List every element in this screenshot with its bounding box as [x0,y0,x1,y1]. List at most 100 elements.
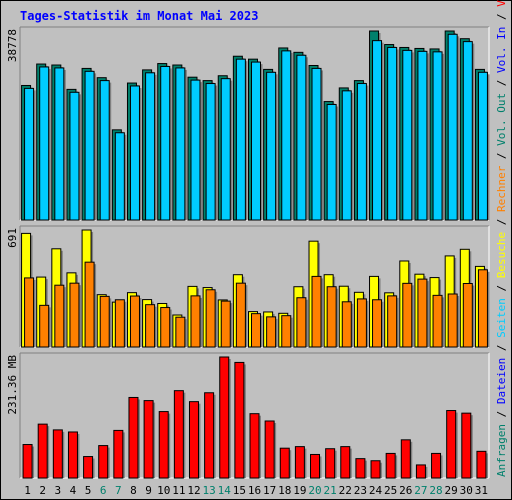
bar-volumen-day-8 [128,396,139,479]
legend-entry-6: Besuche [495,232,508,278]
bar-dateien-day-4 [69,91,80,221]
x-tick-label-day-8: 8 [130,484,137,497]
legend-entry-0: Anfragen [495,424,508,477]
panel-requests: 38778 [6,26,490,221]
bar-volumen-day-12 [188,401,199,479]
bar-volumen-day-30 [461,412,472,479]
x-tick-label-day-11: 11 [172,484,185,497]
bar-rechner-day-18 [281,315,292,348]
bar-rechner-day-25 [387,295,398,348]
bar-volumen-day-20 [310,453,321,479]
bar-volumen-day-23 [355,458,366,479]
bar-rechner-day-26 [402,282,413,348]
panel-volume: 231.36 MB [6,352,490,479]
x-tick-label-day-24: 24 [369,484,383,497]
x-tick-label-day-2: 2 [39,484,46,497]
legend-entry-2: Dateien [495,358,508,404]
bar-dateien-day-29 [447,33,458,221]
bar-rechner-day-15 [235,282,246,348]
x-tick-label-day-20: 20 [308,484,321,497]
bar-dateien-day-17 [266,71,277,221]
panel-ymax-label: 691 [6,228,19,248]
bar-dateien-day-10 [160,65,171,221]
bar-volumen-day-11 [173,390,184,479]
bar-dateien-day-9 [145,72,156,221]
bar-volumen-day-2 [37,423,48,479]
bar-volumen-day-21 [325,448,336,479]
bar-dateien-day-30 [462,41,473,221]
legend-entry-13: / [495,7,508,27]
bar-rechner-day-22 [341,301,352,348]
right-legend: Anfragen / Dateien / Seiten / Besuche / … [495,0,508,477]
bar-rechner-day-1 [24,277,35,348]
x-tick-label-day-12: 12 [187,484,200,497]
bar-rechner-day-29 [447,293,458,348]
bar-rechner-day-14 [220,300,231,348]
panel-ymax-label: 38778 [6,29,19,62]
bar-rechner-day-31 [477,269,488,348]
x-tick-label-day-5: 5 [85,484,92,497]
x-tick-label-day-17: 17 [263,484,276,497]
x-tick-label-day-13: 13 [202,484,215,497]
bar-rechner-day-19 [296,297,307,348]
bar-rechner-day-4 [69,282,80,348]
bar-dateien-day-18 [281,50,292,221]
bar-rechner-day-20 [311,275,322,348]
panel-ymax-label: 231.36 MB [6,355,19,415]
legend-entry-1: / [495,404,508,424]
bar-dateien-day-15 [235,58,246,221]
bar-dateien-day-24 [372,40,383,221]
bar-rechner-day-28 [432,294,443,348]
bar-dateien-day-11 [175,67,186,221]
bar-dateien-day-21 [326,103,337,221]
bar-rechner-day-5 [84,261,95,348]
bar-dateien-day-31 [477,71,488,221]
bar-volumen-day-31 [476,450,487,479]
x-tick-label-day-3: 3 [55,484,62,497]
bar-volumen-day-13 [204,392,215,479]
bar-dateien-day-5 [84,70,95,221]
bar-volumen-day-18 [279,447,290,479]
bar-dateien-day-1 [24,87,35,221]
bar-dateien-day-3 [54,67,65,221]
bar-rechner-day-17 [266,316,277,348]
x-tick-label-day-31: 31 [475,484,488,497]
bar-rechner-day-2 [39,304,50,348]
bar-rechner-day-3 [54,284,65,348]
legend-entry-3: / [495,338,508,358]
x-tick-label-day-28: 28 [429,484,442,497]
x-tick-label-day-26: 26 [399,484,412,497]
bar-dateien-day-6 [99,80,110,221]
bar-volumen-day-14 [219,356,230,479]
bar-volumen-day-22 [340,446,351,479]
bar-rechner-day-9 [145,304,156,348]
x-tick-label-day-4: 4 [70,484,77,497]
bar-dateien-day-22 [341,90,352,221]
bar-rechner-day-30 [462,283,473,348]
bar-dateien-day-2 [39,66,50,221]
bar-volumen-day-19 [294,446,305,479]
x-tick-label-day-7: 7 [115,484,122,497]
bar-dateien-day-13 [205,83,216,221]
bar-rechner-day-8 [129,295,140,348]
x-tick-label-day-9: 9 [145,484,152,497]
bar-volumen-day-17 [264,420,275,479]
bar-dateien-day-19 [296,54,307,221]
bar-volumen-day-9 [143,400,154,479]
legend-entry-12: Vol. In [495,27,508,73]
bar-volumen-day-4 [67,431,78,479]
bar-rechner-day-11 [175,316,186,348]
bar-volumen-day-16 [249,413,260,479]
x-tick-label-day-30: 30 [460,484,473,497]
legend-entry-14: Volumen [495,0,508,7]
bar-volumen-day-6 [98,445,109,479]
legend-entry-5: / [495,278,508,298]
legend-entry-10: Vol. Out [495,93,508,146]
x-tick-label-day-29: 29 [445,484,458,497]
bar-rechner-day-10 [160,307,171,348]
bar-dateien-day-12 [190,79,201,221]
bar-volumen-day-29 [446,410,457,479]
bar-volumen-day-5 [83,456,94,479]
